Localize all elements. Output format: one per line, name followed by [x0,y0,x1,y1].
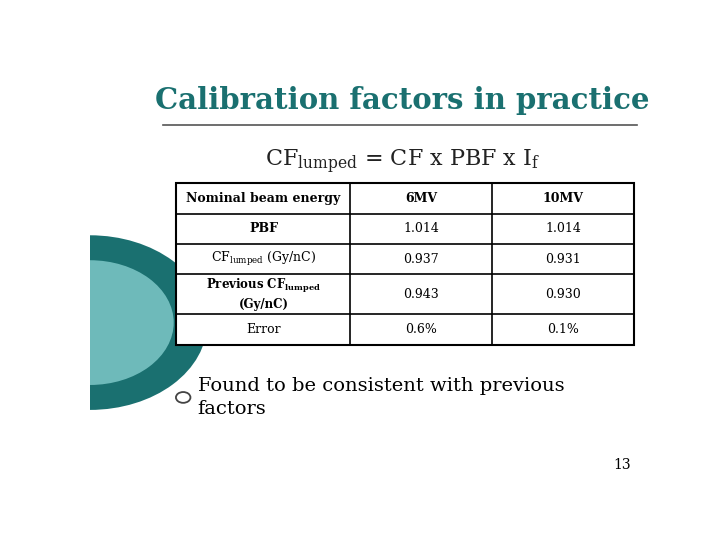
Text: Found to be consistent with previous
factors: Found to be consistent with previous fac… [198,376,564,419]
Text: 0.931: 0.931 [545,253,581,266]
Text: 1.014: 1.014 [545,222,581,235]
Text: 0.1%: 0.1% [547,323,579,336]
Text: 0.930: 0.930 [545,288,581,301]
Text: Nominal beam energy: Nominal beam energy [186,192,341,205]
Text: 0.943: 0.943 [403,288,439,301]
Text: 10MV: 10MV [543,192,584,205]
Text: CF$_{\mathregular{lumped}}$ (Gy/nC): CF$_{\mathregular{lumped}}$ (Gy/nC) [211,250,316,268]
Text: 0.6%: 0.6% [405,323,437,336]
Text: Error: Error [246,323,281,336]
Text: 6MV: 6MV [405,192,437,205]
Text: CF$_{\mathregular{lumped}}$ = CF x PBF x I$_{\mathregular{f}}$: CF$_{\mathregular{lumped}}$ = CF x PBF x… [265,148,540,176]
Text: PBF: PBF [249,222,278,235]
Text: 0.937: 0.937 [403,253,439,266]
Text: 1.014: 1.014 [403,222,439,235]
Text: Previous CF$_{\mathregular{lumped}}$
(Gy/nC): Previous CF$_{\mathregular{lumped}}$ (Gy… [206,278,321,312]
Bar [176,183,634,345]
Wedge shape [90,235,207,410]
Text: Calibration factors in practice: Calibration factors in practice [156,85,649,114]
Wedge shape [90,260,174,385]
Text: 13: 13 [613,458,631,472]
